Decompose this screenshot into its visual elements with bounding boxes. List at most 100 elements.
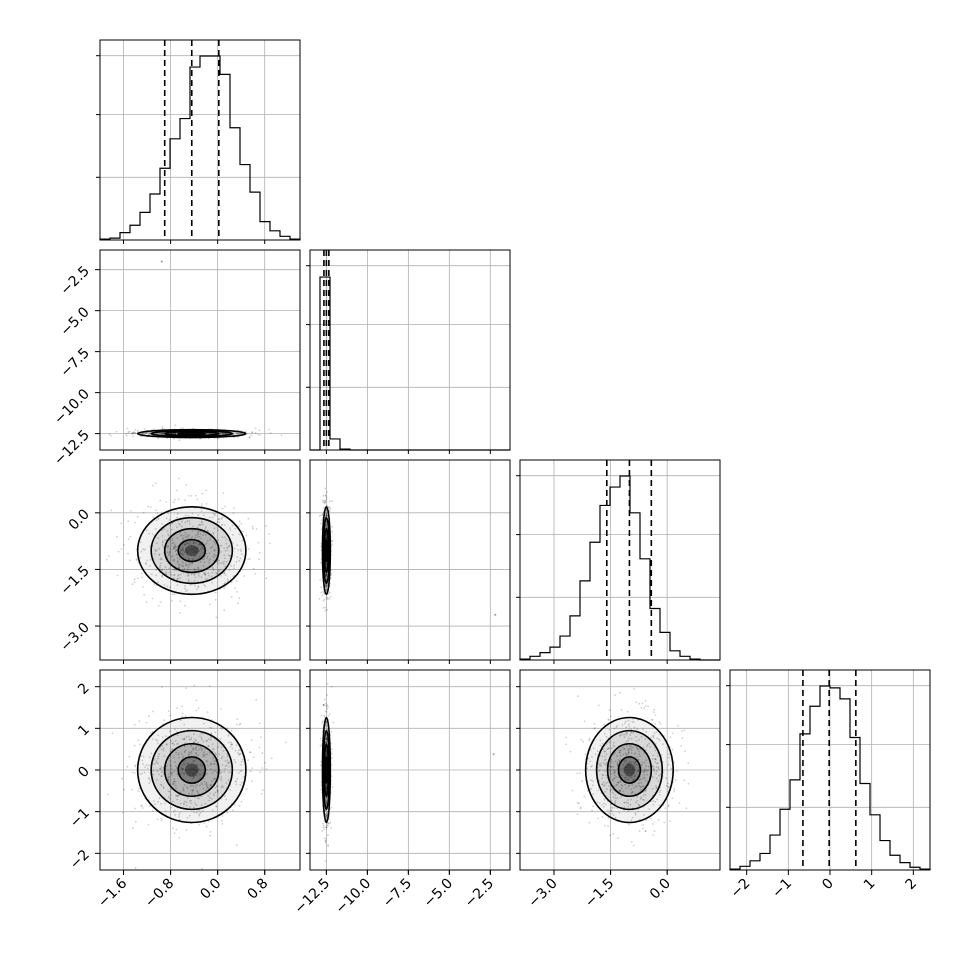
scatter-point [331,748,333,751]
scatter-point [191,793,193,795]
scatter-point [617,781,619,783]
scatter-point [609,715,612,718]
scatter-point [265,525,267,527]
scatter-point [635,764,638,766]
scatter-point [254,431,257,434]
scatter-point [197,532,200,535]
scatter-point [659,723,662,725]
scatter-point [602,774,605,777]
scatter-point [204,528,206,531]
scatter-point [203,572,206,574]
scatter-point [667,763,670,766]
scatter-point [198,813,201,816]
scatter-point [268,532,270,535]
scatter-point [654,714,657,716]
density-shade [137,717,246,823]
scatter-point [627,799,629,801]
scatter-point [609,834,611,837]
scatter-point [280,434,283,437]
scatter-point [237,433,239,435]
scatter-point [210,732,213,735]
scatter-point [603,785,605,787]
scatter-point [207,794,210,797]
x-tick-label: −1.6 [95,875,130,910]
y-tick-label: −5.0 [57,304,92,339]
scatter-point [252,567,255,570]
scatter-point [193,741,196,744]
scatter-point [133,581,136,584]
scatter-point [170,767,173,770]
scatter-point [182,565,184,567]
scatter-point [654,723,656,725]
scatter-point [642,798,644,801]
scatter-point [326,739,328,742]
contour-line [321,716,332,824]
scatter-point [206,783,208,785]
scatter-point [144,548,147,551]
scatter-point [92,435,94,437]
scatter-point [204,526,207,529]
scatter-point [325,573,327,576]
scatter-point [181,547,184,550]
scatter-point [240,522,243,525]
scatter-point [325,788,328,791]
scatter-point [215,763,218,766]
scatter-point [167,776,170,779]
scatter-point [169,586,172,589]
scatter-point [234,761,237,763]
scatter-point [117,550,120,553]
scatter-point [184,514,187,517]
scatter-point [203,755,206,758]
scatter-point [183,772,185,775]
density-shade [137,506,246,595]
scatter-point [230,741,232,744]
scatter-point [637,758,640,761]
scatter-point [172,577,175,580]
scatter-point [320,514,322,517]
scatter-point [193,733,195,736]
scatter-point [154,553,156,555]
scatter-point [192,777,194,780]
scatter-point [245,534,248,537]
scatter-point [212,757,215,760]
scatter-point [204,783,207,786]
scatter-point [330,806,333,809]
scatter-point [171,539,174,542]
y-tick-label: −12.5 [51,427,93,469]
scatter-point [327,506,330,508]
scatter-point [178,522,180,525]
scatter-point [323,501,326,504]
scatter-point [186,551,189,553]
scatter-point [327,824,329,827]
scatter-point [129,535,132,538]
scatter-point [177,574,180,577]
scatter-point [231,743,233,746]
scatter-point [176,707,179,710]
scatter-point [637,804,640,807]
panel-frame [309,249,511,451]
scatter-point [182,787,185,789]
scatter-point [325,574,327,576]
scatter-point [110,509,113,512]
scatter-point [613,745,616,748]
scatter-point [616,763,619,765]
scatter-point [222,433,225,435]
scatter-point [651,787,654,790]
scatter-point [214,791,217,794]
scatter-point [212,531,215,534]
scatter-point [196,498,199,501]
scatter-point [220,771,223,773]
scatter-point [629,765,631,768]
scatter-point [209,764,212,766]
scatter-point [209,792,212,795]
density-shade [151,730,233,810]
scatter-point [164,539,167,541]
scatter-point [183,738,186,741]
scatter-point [322,704,325,706]
scatter-point [161,432,163,435]
scatter-point [628,771,631,773]
scatter-point [213,514,216,517]
scatter-point [183,802,185,805]
scatter-point [613,785,616,788]
scatter-point [630,728,633,731]
